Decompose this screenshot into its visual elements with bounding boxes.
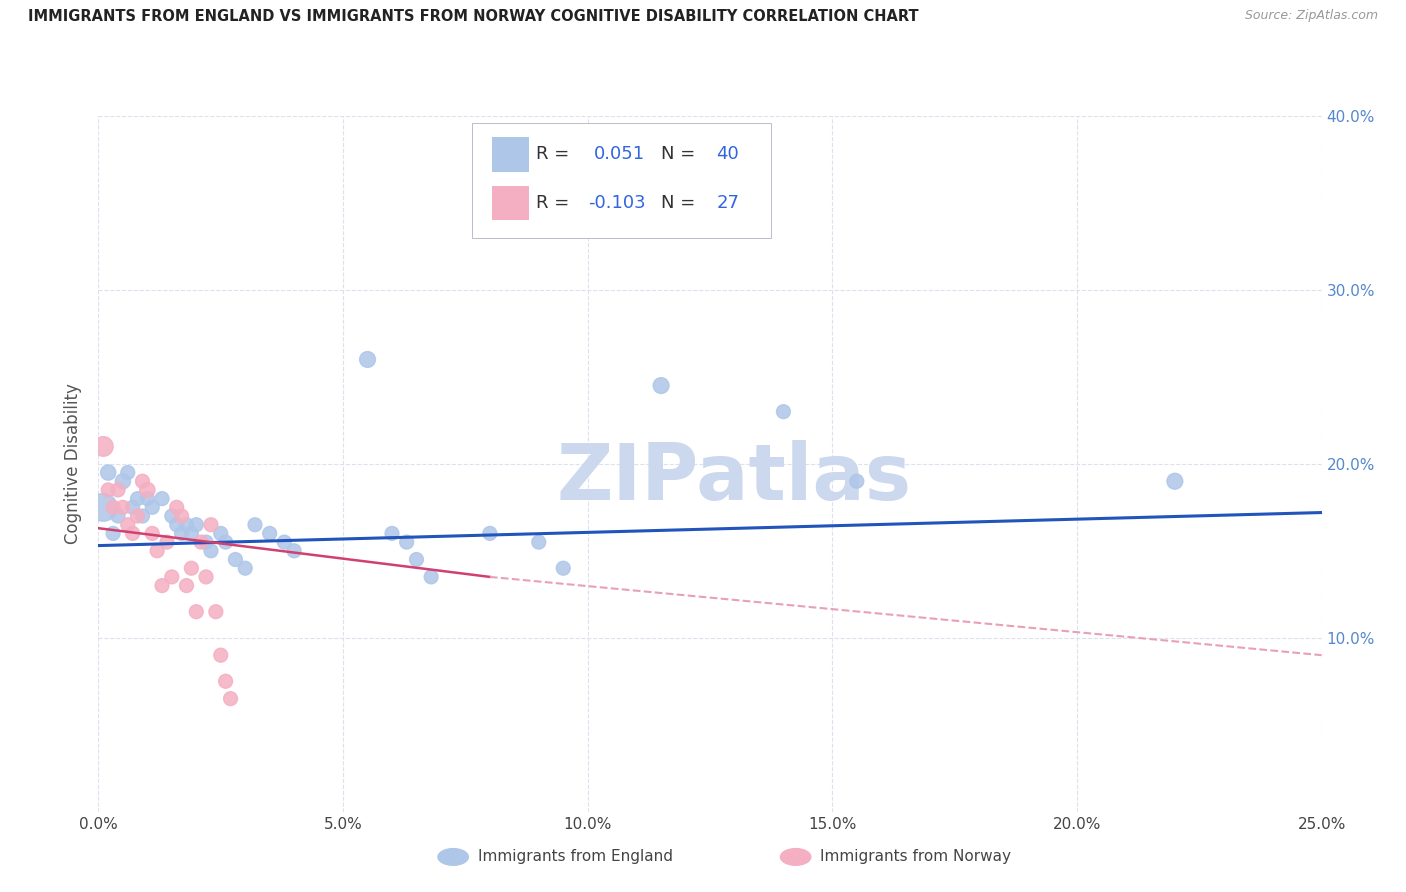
Circle shape <box>780 848 811 866</box>
Point <box>405 552 427 566</box>
Point <box>186 605 208 619</box>
Point <box>156 535 179 549</box>
Point <box>91 500 114 515</box>
Point <box>107 508 129 523</box>
Text: Immigrants from Norway: Immigrants from Norway <box>820 849 1011 864</box>
Point <box>101 500 124 515</box>
Point <box>111 500 134 515</box>
Point <box>146 543 169 558</box>
Point <box>478 526 501 541</box>
Point <box>131 474 153 488</box>
Point <box>160 508 183 523</box>
Point <box>259 526 281 541</box>
Point <box>141 526 163 541</box>
Point <box>219 691 242 706</box>
Text: 0.051: 0.051 <box>593 145 645 163</box>
Point <box>205 605 228 619</box>
Text: -0.103: -0.103 <box>588 194 645 212</box>
Point <box>91 440 114 454</box>
Text: R =: R = <box>536 145 569 163</box>
Text: R =: R = <box>536 194 569 212</box>
Text: N =: N = <box>661 194 696 212</box>
Point <box>121 500 143 515</box>
Point <box>190 535 212 549</box>
Point <box>107 483 129 497</box>
Circle shape <box>437 848 470 866</box>
Point <box>127 491 149 506</box>
Point <box>200 543 222 558</box>
Point <box>127 508 149 523</box>
Point <box>150 578 173 592</box>
Point <box>214 535 236 549</box>
Point <box>233 561 256 575</box>
Point <box>356 352 378 367</box>
Point <box>121 526 143 541</box>
Point <box>650 378 672 392</box>
Point <box>176 578 198 592</box>
Text: N =: N = <box>661 145 696 163</box>
FancyBboxPatch shape <box>471 123 772 238</box>
Point <box>136 483 159 497</box>
Point <box>150 491 173 506</box>
Point <box>195 570 218 584</box>
Point <box>180 526 202 541</box>
Y-axis label: Cognitive Disability: Cognitive Disability <box>65 384 83 544</box>
Point <box>527 535 550 549</box>
Point <box>131 508 153 523</box>
Point <box>117 466 139 480</box>
Point <box>273 535 295 549</box>
Point <box>553 561 575 575</box>
Point <box>170 526 193 541</box>
Point <box>224 552 246 566</box>
Point <box>141 500 163 515</box>
Point <box>772 405 794 419</box>
Point <box>209 526 232 541</box>
Point <box>97 483 120 497</box>
Point <box>117 517 139 532</box>
Point <box>381 526 404 541</box>
Point <box>166 500 188 515</box>
Text: IMMIGRANTS FROM ENGLAND VS IMMIGRANTS FROM NORWAY COGNITIVE DISABILITY CORRELATI: IMMIGRANTS FROM ENGLAND VS IMMIGRANTS FR… <box>28 9 918 24</box>
Point <box>420 570 443 584</box>
Text: ZIPatlas: ZIPatlas <box>557 440 912 516</box>
Point <box>136 491 159 506</box>
Point <box>243 517 266 532</box>
Point <box>283 543 305 558</box>
Point <box>1164 474 1187 488</box>
Point <box>170 508 193 523</box>
Bar <box>492 136 529 171</box>
Text: Immigrants from England: Immigrants from England <box>478 849 672 864</box>
Point <box>186 517 208 532</box>
Point <box>845 474 868 488</box>
Point <box>214 674 236 689</box>
Point <box>160 570 183 584</box>
Bar <box>492 186 529 220</box>
Text: 27: 27 <box>716 194 740 212</box>
Point <box>97 466 120 480</box>
Point <box>101 526 124 541</box>
Point <box>111 474 134 488</box>
Text: 40: 40 <box>716 145 740 163</box>
Point <box>395 535 418 549</box>
Text: Source: ZipAtlas.com: Source: ZipAtlas.com <box>1244 9 1378 22</box>
Point <box>166 517 188 532</box>
Point <box>200 517 222 532</box>
Point <box>209 648 232 662</box>
Point <box>180 561 202 575</box>
Point <box>195 535 218 549</box>
Point <box>176 517 198 532</box>
